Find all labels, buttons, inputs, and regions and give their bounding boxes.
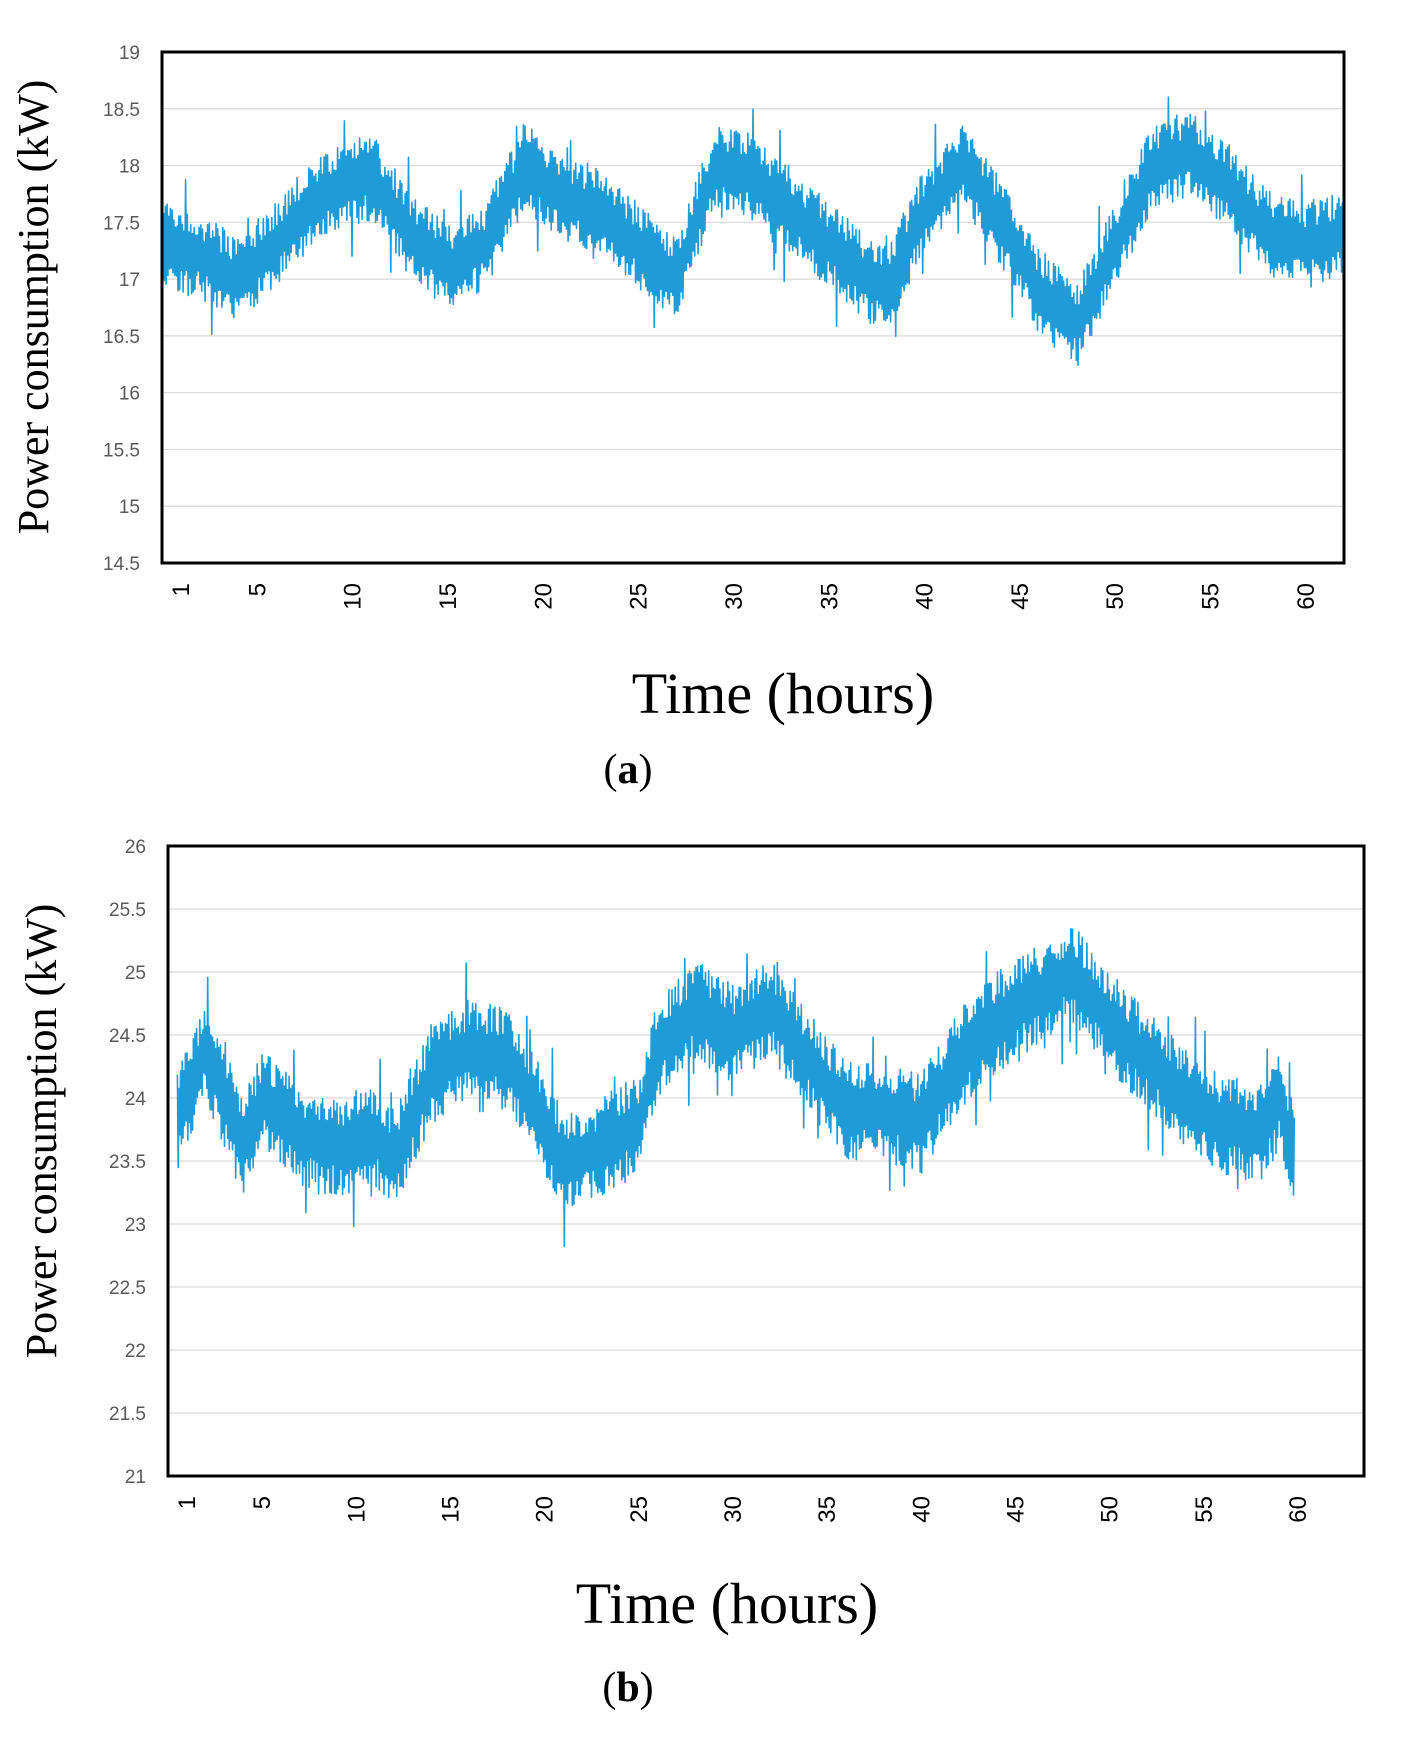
y-ticks-b: 21 21.5 22 22.5 23 23.5 24 24.5 25 25.5 26 xyxy=(109,837,146,1488)
x-tick-label: 50 xyxy=(1097,1496,1124,1523)
x-tick-label: 40 xyxy=(908,1496,935,1523)
x-tick-label: 30 xyxy=(721,583,748,610)
plot-frame-b xyxy=(166,844,1366,1478)
x-tick-label: 55 xyxy=(1198,583,1225,610)
y-tick-label: 16.5 xyxy=(103,327,140,348)
y-tick-label: 21.5 xyxy=(109,1404,146,1425)
y-axis-label-b: Power consumption (kW) xyxy=(17,904,66,1359)
y-axis-label-a: Power consumption (kW) xyxy=(9,80,58,535)
x-ticks-b: 1 5 10 15 20 25 30 35 40 45 50 55 60 xyxy=(174,1496,1312,1523)
y-tick-label: 25 xyxy=(125,963,146,984)
panel-letter-a: a xyxy=(618,747,639,793)
y-tick-label: 22.5 xyxy=(109,1278,146,1299)
x-tick-label: 30 xyxy=(720,1496,747,1523)
panel-letter-b: b xyxy=(616,1665,639,1711)
y-tick-label: 26 xyxy=(125,837,146,858)
y-tick-label: 23 xyxy=(125,1215,146,1236)
x-tick-label: 35 xyxy=(814,1496,841,1523)
panel-caption-a: (a) xyxy=(604,747,653,793)
x-axis-label-a: Time (hours) xyxy=(632,661,934,726)
y-tick-label: 18 xyxy=(119,157,140,178)
x-tick-label: 25 xyxy=(626,1496,653,1523)
y-tick-label: 24 xyxy=(125,1089,147,1110)
y-tick-label: 14.5 xyxy=(103,554,140,575)
x-tick-label: 15 xyxy=(438,1496,465,1523)
y-tick-label: 23.5 xyxy=(109,1152,146,1173)
series-line-b xyxy=(176,927,1296,1248)
plot-frame-a xyxy=(160,50,1346,565)
x-tick-label: 5 xyxy=(244,583,271,596)
x-tick-label: 20 xyxy=(530,583,557,610)
x-tick-label: 10 xyxy=(340,583,367,610)
x-tick-label: 5 xyxy=(249,1496,276,1509)
y-tick-label: 22 xyxy=(125,1341,146,1362)
y-tick-label: 17 xyxy=(119,270,140,291)
x-tick-label: 15 xyxy=(435,583,462,610)
y-ticks-a: 14.5 15 15.5 16 16.5 17 17.5 18 18.5 19 xyxy=(103,43,140,575)
x-tick-label: 35 xyxy=(816,583,843,610)
x-axis-label-b: Time (hours) xyxy=(576,1571,878,1636)
y-tick-label: 25.5 xyxy=(109,900,146,921)
x-tick-label: 25 xyxy=(626,583,653,610)
x-ticks-a: 1 5 10 15 20 25 30 35 40 45 50 55 60 xyxy=(168,583,1320,610)
y-tick-label: 18.5 xyxy=(103,100,140,121)
x-tick-label: 45 xyxy=(1007,583,1034,610)
x-tick-label: 20 xyxy=(532,1496,559,1523)
x-tick-label: 60 xyxy=(1293,583,1320,610)
x-tick-label: 45 xyxy=(1003,1496,1030,1523)
y-tick-label: 16 xyxy=(119,384,140,405)
y-tick-label: 19 xyxy=(119,43,140,64)
x-tick-label: 60 xyxy=(1285,1496,1312,1523)
y-tick-label: 15.5 xyxy=(103,440,140,461)
x-tick-label: 55 xyxy=(1191,1496,1218,1523)
panel-caption-b: (b) xyxy=(602,1665,653,1711)
series-line-a xyxy=(161,96,1345,366)
y-tick-label: 24.5 xyxy=(109,1026,146,1047)
x-tick-label: 1 xyxy=(174,1496,201,1509)
x-tick-label: 50 xyxy=(1102,583,1129,610)
y-tick-label: 21 xyxy=(125,1467,146,1488)
x-tick-label: 10 xyxy=(343,1496,370,1523)
y-tick-label: 17.5 xyxy=(103,213,140,234)
y-tick-label: 15 xyxy=(119,497,140,518)
x-tick-label: 1 xyxy=(168,583,195,596)
x-tick-label: 40 xyxy=(912,583,939,610)
